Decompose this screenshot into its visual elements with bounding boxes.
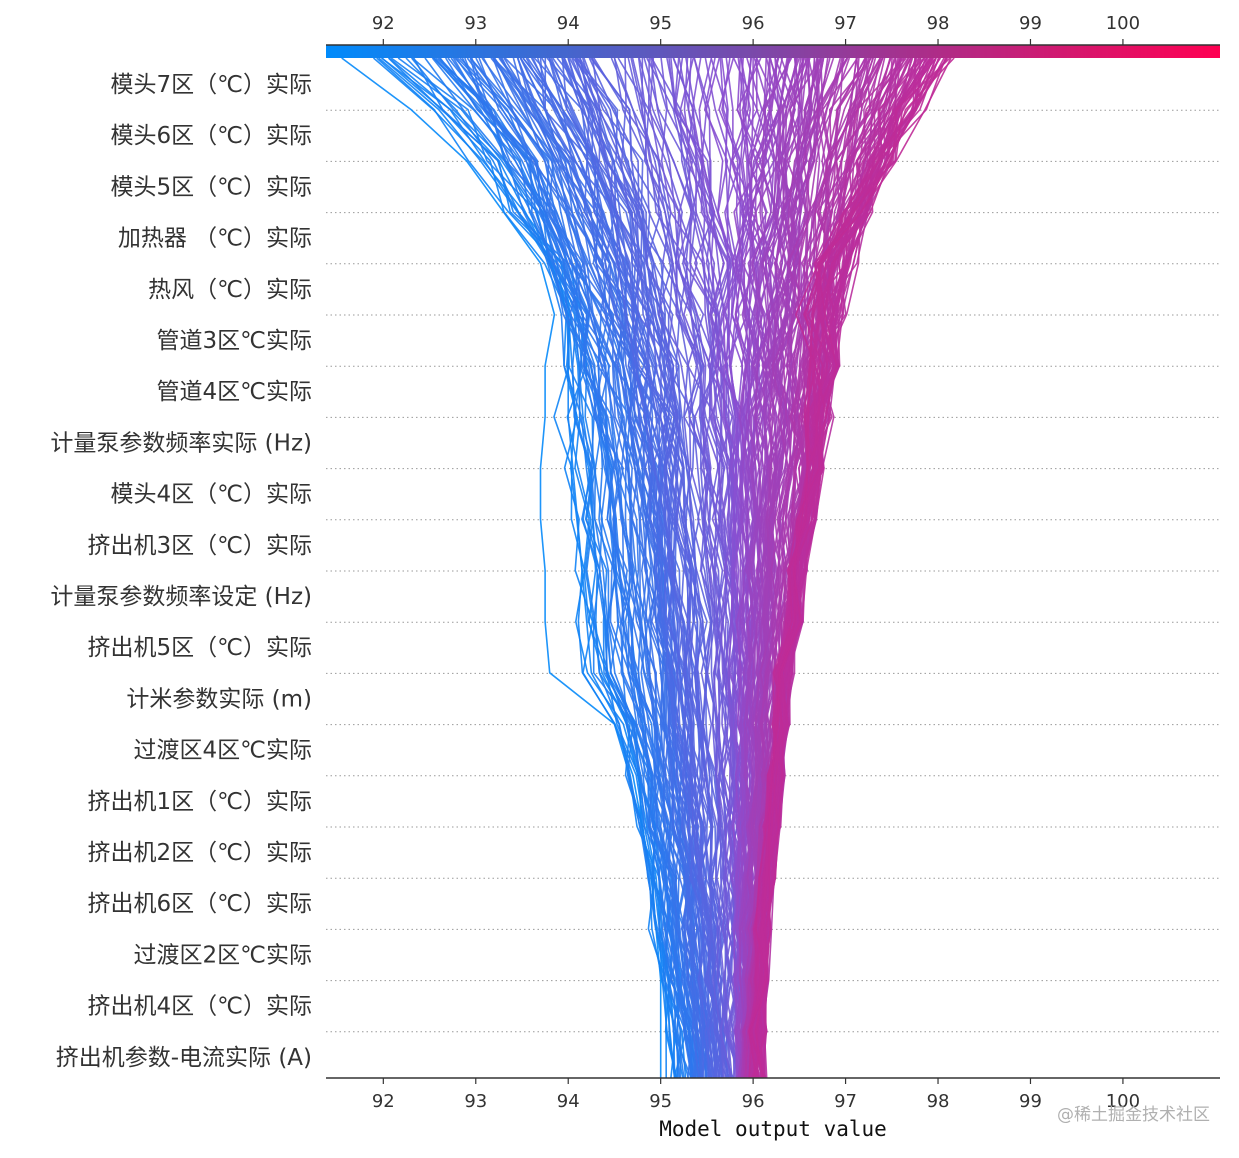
sample-line: [433, 57, 681, 1079]
sample-line: [466, 57, 708, 1079]
sample-line: [743, 57, 819, 1079]
feature-label: 挤出机1区（℃）实际: [88, 789, 312, 815]
feature-label: 挤出机2区（℃）实际: [88, 840, 312, 866]
feature-label: 模头4区（℃）实际: [111, 482, 312, 508]
feature-label: 计量泵参数频率实际 (Hz): [50, 430, 312, 456]
x-tick-label-bottom: 97: [834, 1091, 857, 1112]
x-axis-title: Model output value: [659, 1117, 887, 1141]
axes: 92 92 93 93 94 94 95 95 96 96 97 97 98 98 99 99 100 100: [326, 13, 1220, 1112]
sample-line: [754, 57, 955, 1079]
sample-line: [647, 57, 742, 1079]
feature-label: 挤出机4区（℃）实际: [88, 994, 312, 1020]
sample-line: [567, 57, 722, 1079]
sample-line: [579, 57, 724, 1079]
sample-line: [748, 57, 951, 1079]
sample-line: [433, 57, 693, 1079]
x-tick-label-bottom: 94: [557, 1091, 580, 1112]
sample-line: [593, 57, 724, 1079]
feature-label: 挤出机6区（℃）实际: [88, 891, 312, 917]
x-tick-label-bottom: 93: [464, 1091, 487, 1112]
colorbar: [326, 45, 1220, 58]
sample-line: [481, 57, 699, 1079]
x-tick-label-bottom: 96: [742, 1091, 765, 1112]
x-tick-label-top: 94: [557, 13, 580, 34]
x-tick-label-bottom: 100: [1106, 1091, 1140, 1112]
sample-line: [452, 57, 701, 1079]
feature-label: 模头7区（℃）实际: [111, 72, 312, 98]
feature-label: 过渡区2区℃实际: [134, 942, 312, 968]
x-tick-label-top: 100: [1106, 13, 1140, 34]
sample-lines: [341, 57, 955, 1079]
feature-label: 热风（℃）实际: [148, 277, 312, 303]
x-tick-label-bottom: 98: [927, 1091, 950, 1112]
feature-label: 计米参数实际 (m): [126, 686, 312, 712]
sample-line: [649, 57, 738, 1079]
feature-label: 模头6区（℃）实际: [111, 123, 312, 149]
feature-label: 挤出机参数-电流实际 (A): [56, 1045, 312, 1071]
x-tick-label-bottom: 92: [372, 1091, 395, 1112]
feature-label: 过渡区4区℃实际: [134, 738, 312, 764]
x-tick-label-top: 98: [927, 13, 950, 34]
x-tick-label-top: 96: [742, 13, 765, 34]
x-tick-label-top: 95: [649, 13, 672, 34]
sample-line: [637, 57, 740, 1079]
feature-label: 管道3区℃实际: [157, 328, 312, 354]
sample-line: [748, 57, 822, 1079]
x-tick-label-top: 93: [464, 13, 487, 34]
sample-line: [641, 57, 743, 1079]
sample-line: [387, 57, 678, 1079]
sample-line: [705, 57, 746, 1079]
sample-line: [381, 57, 684, 1079]
x-tick-label-top: 97: [834, 13, 857, 34]
feature-label: 计量泵参数频率设定 (Hz): [50, 584, 312, 610]
sample-line: [613, 57, 725, 1079]
x-tick-label-bottom: 95: [649, 1091, 672, 1112]
sample-line: [539, 57, 716, 1079]
sample-line: [475, 57, 699, 1079]
watermark: @稀土掘金技术社区: [1057, 1105, 1210, 1125]
x-tick-label-top: 92: [372, 13, 395, 34]
x-tick-label-top: 99: [1019, 13, 1042, 34]
sample-line: [624, 57, 733, 1079]
feature-label: 挤出机3区（℃）实际: [88, 533, 312, 559]
feature-label: 管道4区℃实际: [157, 379, 312, 405]
feature-label: 挤出机5区（℃）实际: [88, 635, 312, 661]
sample-line: [376, 57, 677, 1079]
feature-label: 模头5区（℃）实际: [111, 174, 312, 200]
x-tick-label-bottom: 99: [1019, 1091, 1042, 1112]
feature-label: 加热器 （℃）实际: [118, 226, 312, 252]
sample-line: [471, 57, 694, 1079]
